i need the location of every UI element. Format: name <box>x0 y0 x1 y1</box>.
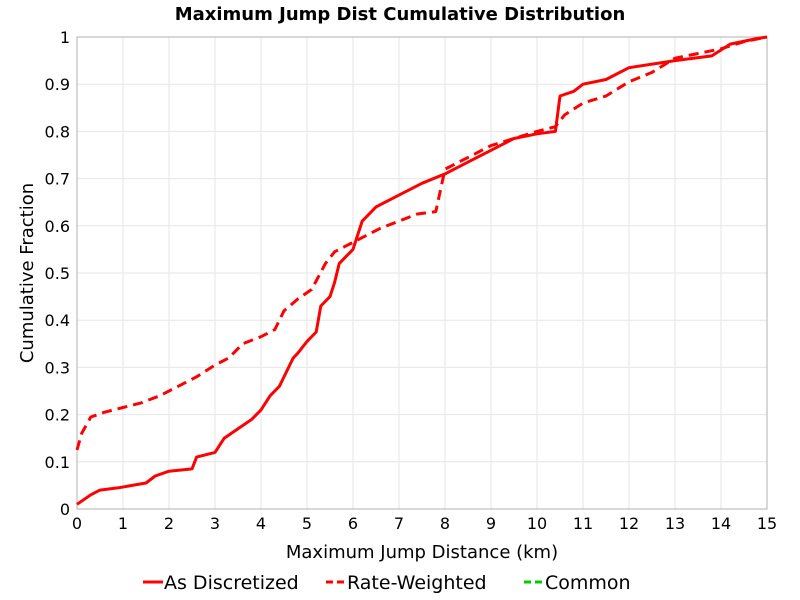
series-layer <box>75 35 768 506</box>
y-tick-label: 0 <box>60 500 70 519</box>
x-tick-label: 15 <box>757 514 777 533</box>
y-tick-label: 0.2 <box>45 406 70 425</box>
grid <box>76 36 768 510</box>
x-tick-label: 5 <box>302 514 312 533</box>
x-tick-label: 9 <box>486 514 496 533</box>
chart-title: Maximum Jump Dist Cumulative Distributio… <box>175 4 626 25</box>
x-tick-label: 1 <box>118 514 128 533</box>
x-tick-label: 3 <box>210 514 220 533</box>
legend-label: As Discretized <box>164 572 299 594</box>
legend-label: Common <box>545 572 631 594</box>
x-tick-label: 6 <box>348 514 358 533</box>
y-tick-label: 0.4 <box>45 311 70 330</box>
x-axis-label: Maximum Jump Distance (km) <box>286 542 558 563</box>
plot-area <box>76 36 768 510</box>
y-tick-label: 0.8 <box>45 122 70 141</box>
x-tick-label: 2 <box>164 514 174 533</box>
y-tick-label: 0.9 <box>45 75 70 94</box>
x-tick-label: 4 <box>256 514 266 533</box>
x-tick-label: 8 <box>440 514 450 533</box>
y-tick-label: 0.1 <box>45 453 70 472</box>
series-line-0 <box>76 35 768 506</box>
series-line-1 <box>75 35 768 451</box>
tick-labels: 0 1 2 3 4 5 6 7 8 9 10 11 12 13 14 1500.10.20.30.40.50.… <box>45 28 778 533</box>
y-tick-label: 0.7 <box>45 170 70 189</box>
x-tick-label: 12 <box>619 514 639 533</box>
y-tick-label: 0.6 <box>45 217 70 236</box>
x-tick-label: 13 <box>665 514 685 533</box>
y-tick-label: 0.5 <box>45 264 70 283</box>
legend: As Discretized Rate-Weighted Common <box>143 572 631 594</box>
x-tick-label: 0 <box>72 514 82 533</box>
y-axis-label: Cumulative Fraction <box>17 183 38 363</box>
legend-label: Rate-Weighted <box>347 572 487 594</box>
x-tick-label: 14 <box>711 514 731 533</box>
y-tick-label: 0.3 <box>45 358 70 377</box>
y-tick-label: 1 <box>60 28 70 47</box>
x-tick-label: 10 <box>527 514 547 533</box>
x-tick-label: 11 <box>573 514 593 533</box>
x-tick-label: 7 <box>394 514 404 533</box>
